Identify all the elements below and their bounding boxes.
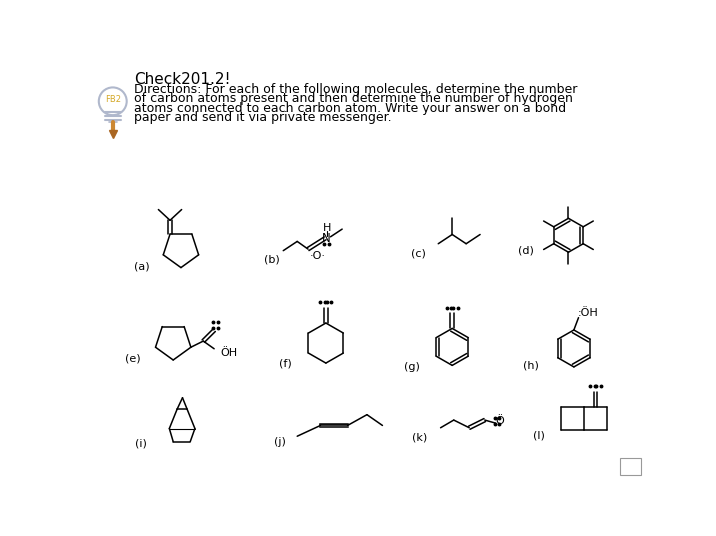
- Text: (k): (k): [412, 432, 427, 442]
- FancyBboxPatch shape: [620, 458, 641, 475]
- Text: (d): (d): [518, 245, 533, 256]
- Text: (a): (a): [135, 261, 150, 271]
- Text: ÖH: ÖH: [221, 348, 238, 358]
- Text: H: H: [322, 224, 331, 233]
- Text: (b): (b): [263, 255, 279, 265]
- Text: Check201.2!: Check201.2!: [135, 72, 231, 87]
- Text: atoms connected to each carbon atom. Write your answer on a bond: atoms connected to each carbon atom. Wri…: [135, 102, 566, 115]
- Text: (g): (g): [404, 362, 420, 372]
- Text: Directions: For each of the following molecules, determine the number: Directions: For each of the following mo…: [135, 83, 578, 96]
- Text: (h): (h): [523, 360, 539, 370]
- Text: paper and send it via private messenger.: paper and send it via private messenger.: [135, 111, 392, 124]
- Text: ·O·: ·O·: [310, 251, 326, 261]
- Text: FB2: FB2: [105, 95, 121, 104]
- Text: (i): (i): [135, 439, 147, 449]
- Text: Ö: Ö: [496, 416, 505, 426]
- Text: (c): (c): [412, 249, 426, 259]
- Text: (f): (f): [279, 358, 292, 368]
- Text: of carbon atoms present and then determine the number of hydrogen: of carbon atoms present and then determi…: [135, 93, 574, 106]
- Text: (j): (j): [274, 437, 286, 448]
- Text: (e): (e): [125, 353, 141, 363]
- Text: :ÖH: :ÖH: [577, 308, 598, 318]
- Text: (l): (l): [533, 430, 545, 441]
- Text: N: N: [322, 232, 331, 245]
